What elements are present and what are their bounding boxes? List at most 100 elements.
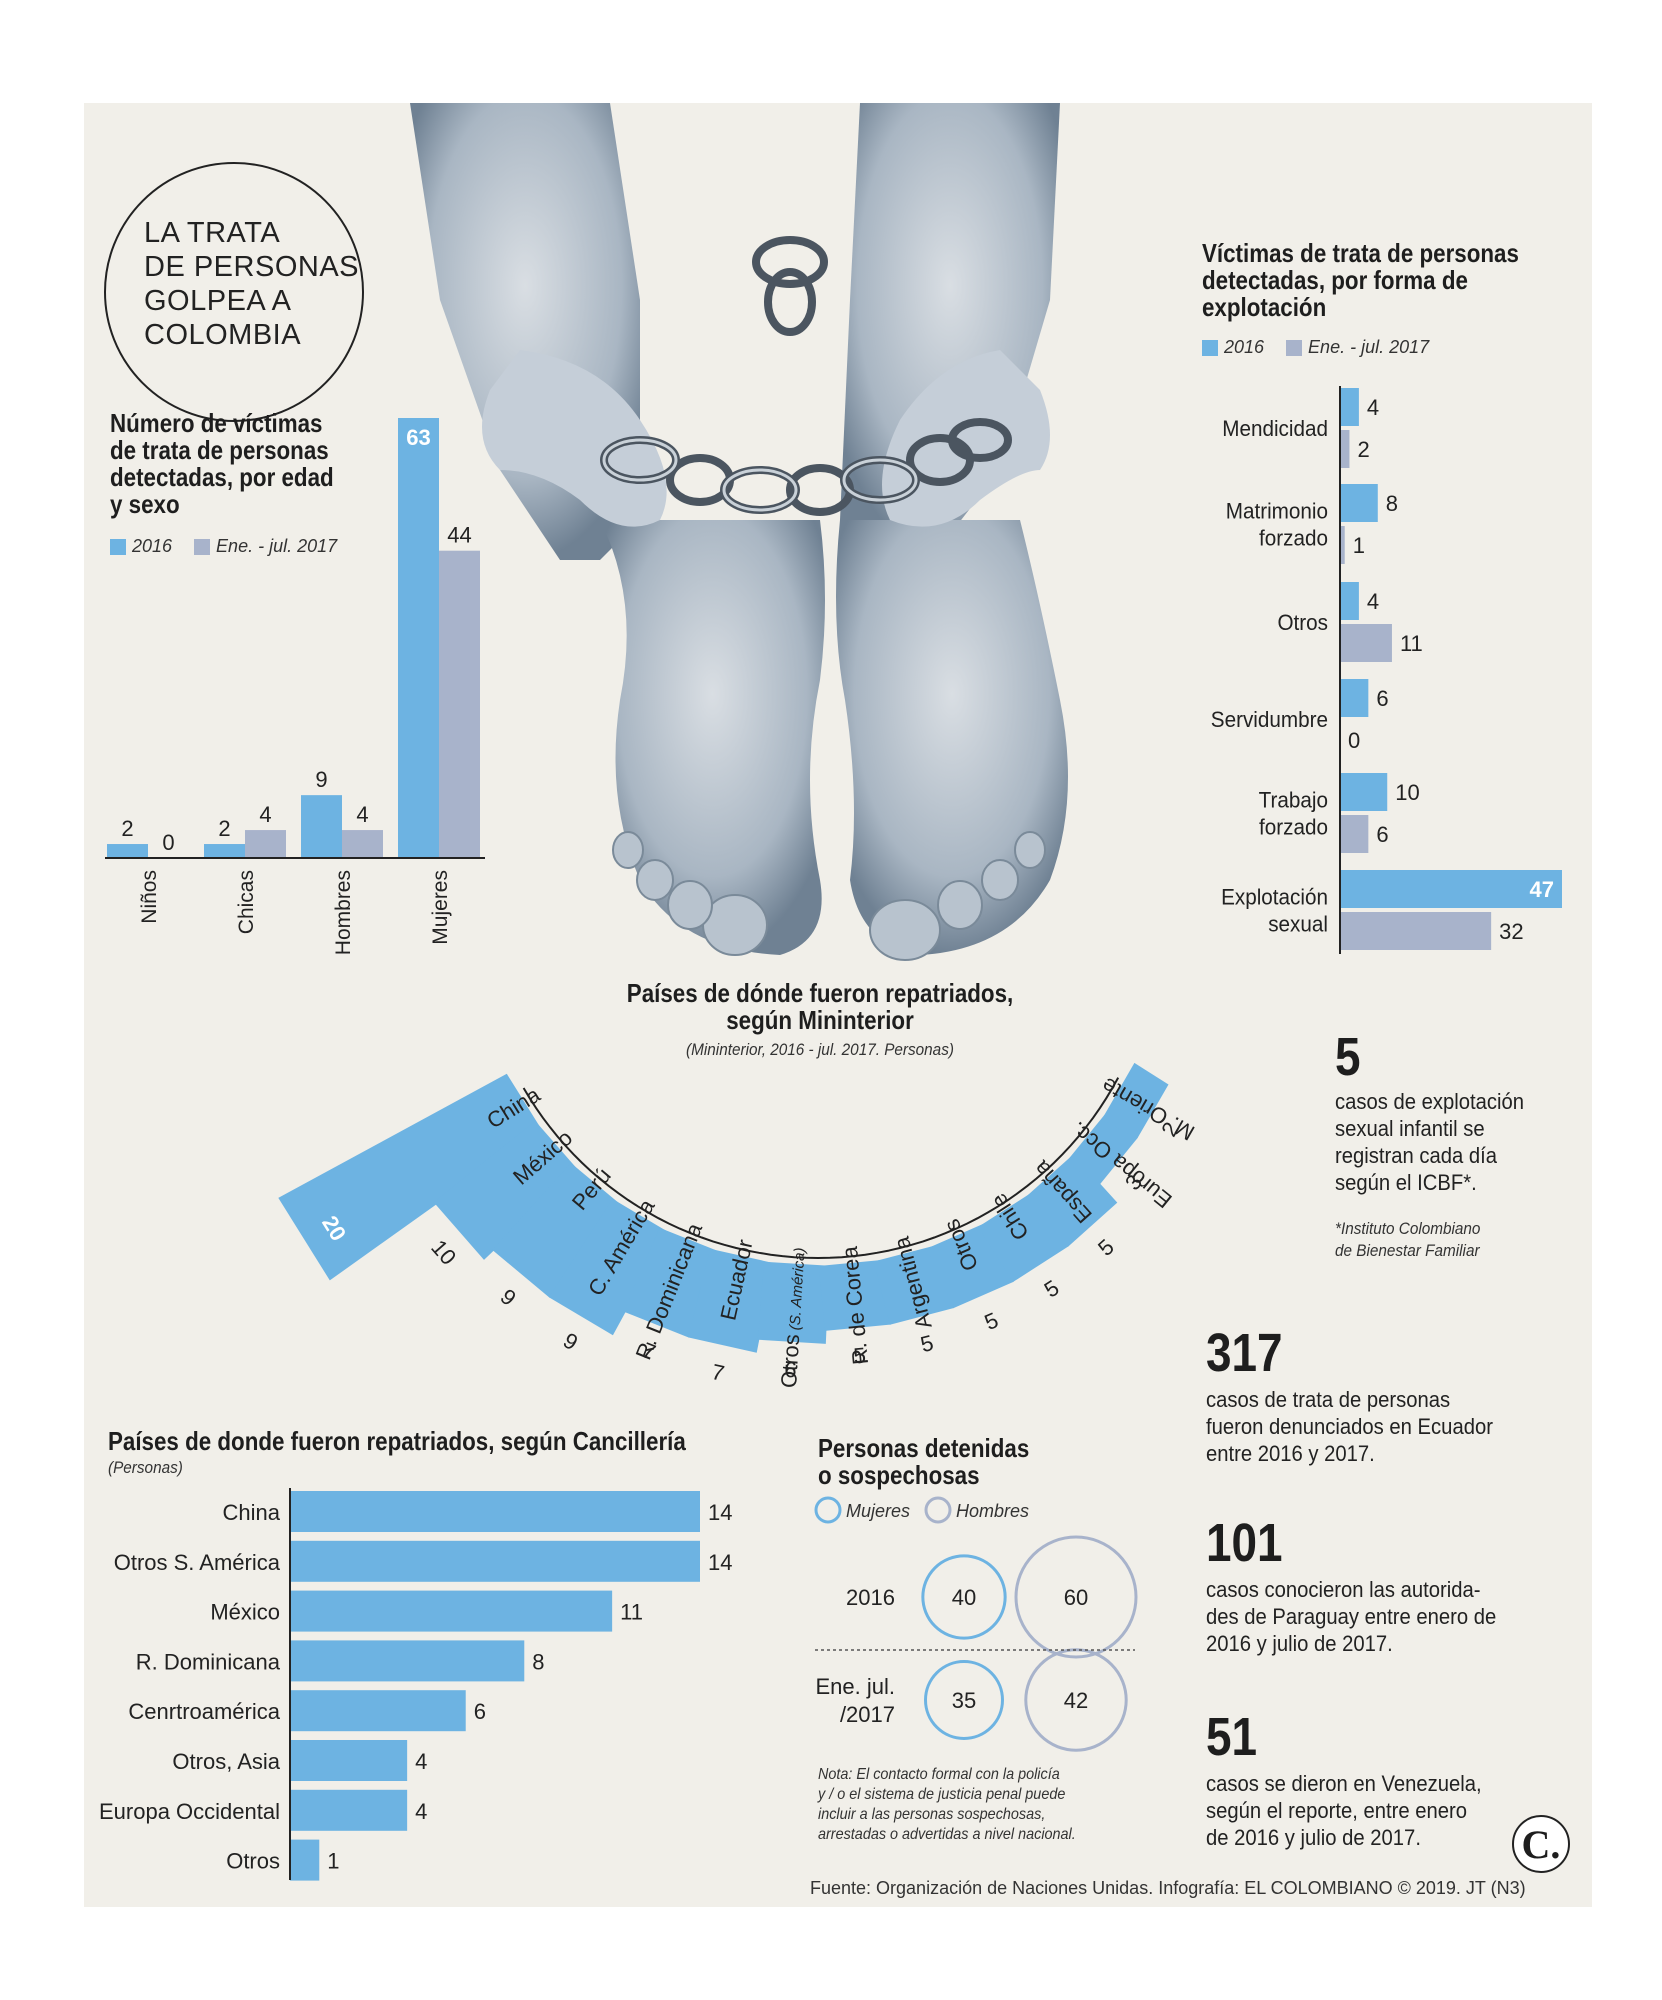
- icbf-note: *Instituto Colombiano de Bienestar Famil…: [1335, 1219, 1481, 1260]
- data-label: 63: [406, 425, 430, 450]
- stat-block: 101 casos conocieron las autorida- des d…: [1206, 1513, 1497, 1656]
- data-label: 4: [1367, 395, 1379, 420]
- radial-baseline: [522, 1077, 1120, 1260]
- data-label: 6: [474, 1699, 486, 1724]
- bar: [290, 1839, 320, 1881]
- category-label: forzado: [1259, 815, 1328, 840]
- exploitation-legend: 2016 Ene. - jul. 2017: [1202, 337, 1429, 358]
- data-label: 11: [620, 1600, 643, 1625]
- category-label: Matrimonio: [1226, 499, 1328, 524]
- data-label: 10: [1395, 780, 1419, 805]
- tick-label: Chicas: [235, 870, 258, 934]
- bar: [548, 1198, 669, 1336]
- bubble-mujeres: [924, 1660, 1004, 1740]
- legend-label: Hombres: [956, 1501, 1029, 1521]
- bar: [433, 1121, 579, 1260]
- bar: [245, 830, 286, 858]
- bar: [1101, 1062, 1169, 1139]
- data-label: 8: [1386, 491, 1398, 516]
- bar: [1340, 912, 1492, 950]
- bubble-value: 35: [952, 1688, 976, 1713]
- bar: [1340, 815, 1369, 853]
- category-label: R. Dominicana: [136, 1649, 281, 1674]
- category-label: Otros: [1277, 610, 1328, 635]
- mininterior-chart-title: Países de dónde fueron repatriados, segú…: [626, 978, 1014, 1060]
- bar: [492, 1163, 622, 1298]
- title-line: LA TRATA: [144, 217, 281, 249]
- bar: [1340, 430, 1350, 468]
- detained-chart-title: Personas detenidas o sospechosas: [818, 1433, 1030, 1490]
- exploitation-chart-title: Víctimas de trata de personas detectadas…: [1202, 238, 1519, 322]
- bar: [1340, 679, 1369, 717]
- tick-label: Hombres: [332, 870, 355, 955]
- category-label: Cenrtroamérica: [128, 1699, 280, 1724]
- bar: [290, 1540, 700, 1582]
- data-label: 11: [1400, 631, 1423, 656]
- bar: [278, 1073, 542, 1281]
- data-label: 1: [327, 1849, 339, 1874]
- data-label: 6: [784, 1357, 798, 1383]
- title-line: DE PERSONAS: [144, 251, 359, 283]
- data-label: 44: [447, 523, 471, 548]
- bar: [1066, 1111, 1138, 1186]
- data-label: 5: [918, 1330, 936, 1357]
- bar: [1340, 388, 1359, 426]
- bar: [757, 1261, 830, 1344]
- data-label: 14: [708, 1550, 732, 1575]
- data-label: 4: [356, 802, 368, 827]
- bubble-value: 60: [1064, 1585, 1088, 1610]
- title-line: COLOMBIA: [144, 319, 302, 351]
- data-label: 47: [1530, 877, 1554, 902]
- bar: [1340, 870, 1562, 908]
- category-note: (S. América): [786, 1247, 808, 1335]
- legend-swatch-2016: [110, 538, 126, 555]
- data-label: 5: [852, 1343, 867, 1369]
- data-label: 14: [708, 1500, 732, 1525]
- data-label: 0: [1348, 728, 1360, 753]
- category-label: Servidumbre: [1211, 707, 1328, 732]
- bar: [290, 1590, 613, 1632]
- bubble-hombres: [1014, 1535, 1138, 1659]
- data-label: 6: [1376, 822, 1388, 847]
- bar: [290, 1690, 466, 1732]
- bar: [1340, 526, 1345, 564]
- bar: [290, 1740, 408, 1781]
- bar: [290, 1789, 408, 1831]
- data-label: 32: [1499, 919, 1523, 944]
- bar: [1340, 773, 1388, 811]
- legend-swatch-2016: [1202, 339, 1218, 356]
- data-label: 7: [709, 1359, 726, 1386]
- stat-number: 317: [1206, 1323, 1283, 1383]
- bubble-value: 42: [1064, 1688, 1088, 1713]
- stat-number: 101: [1206, 1513, 1283, 1573]
- data-label: 9: [315, 767, 327, 792]
- data-label: 8: [532, 1649, 544, 1674]
- legend-swatch-2017: [1286, 339, 1303, 356]
- bubble-mujeres: [921, 1554, 1007, 1640]
- age-sex-chart-title: Número de víctimas de trata de personas …: [110, 408, 334, 519]
- data-label: 1: [1353, 533, 1365, 558]
- cancilleria-chart-title: Países de donde fueron repatriados, segú…: [108, 1426, 686, 1456]
- bubble-value: 40: [952, 1585, 976, 1610]
- bar: [107, 844, 148, 858]
- stat-block: 317 casos de trata de personas fueron de…: [1206, 1323, 1493, 1466]
- category-label: Otros: [226, 1849, 280, 1874]
- row-label: 2016: [846, 1585, 895, 1610]
- bar: [342, 830, 383, 858]
- source-footer: Fuente: Organización de Naciones Unidas.…: [810, 1878, 1526, 1898]
- bar: [818, 1259, 891, 1331]
- category-label: Explotación: [1221, 885, 1328, 910]
- legend-swatch-2017: [194, 538, 211, 555]
- row-label: /2017: [840, 1702, 895, 1727]
- row-label: Ene. jul.: [816, 1674, 896, 1699]
- bar: [398, 418, 439, 858]
- category-label: forzado: [1259, 526, 1328, 551]
- cancilleria-subtitle: (Personas): [108, 1458, 183, 1477]
- data-label: 4: [415, 1799, 427, 1824]
- bar: [290, 1491, 700, 1532]
- legend-circle-hombres: [924, 1496, 952, 1524]
- bar: [873, 1245, 954, 1325]
